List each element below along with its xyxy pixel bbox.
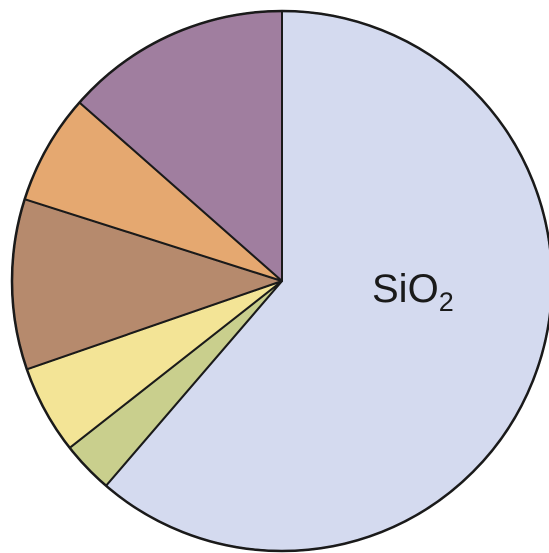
pie-labels: SiO2 [372, 267, 454, 317]
slice-label-subscript: 2 [439, 287, 454, 317]
pie-slices [11, 10, 549, 552]
slice-label-1: SiO2 [372, 267, 454, 317]
slice-label-main: SiO [372, 267, 439, 311]
pie-outline [10, 9, 549, 553]
